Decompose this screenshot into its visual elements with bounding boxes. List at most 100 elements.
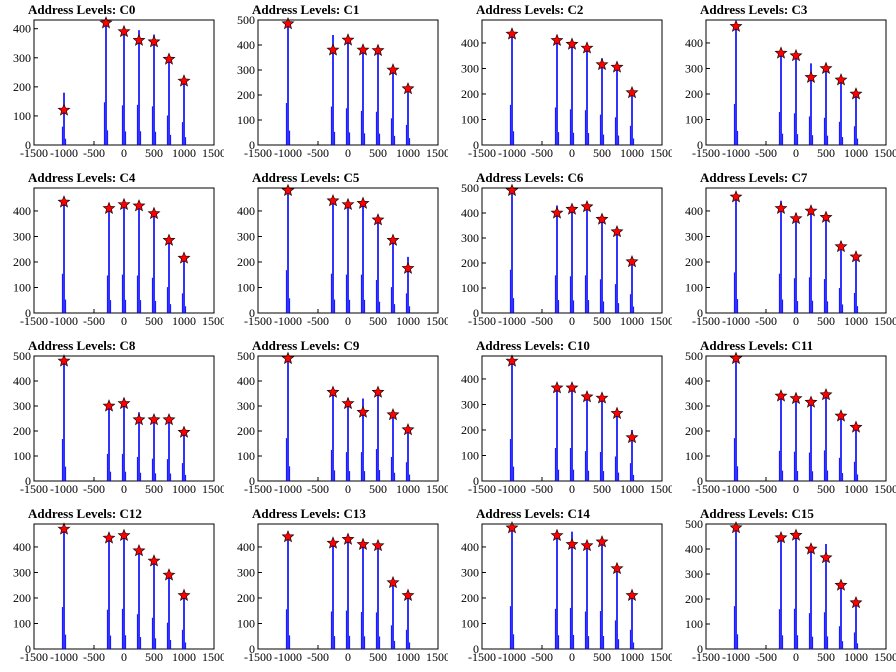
histogram-svg: Address Levels: C2 0 100 200 300 400 -1500 -100…	[461, 2, 672, 160]
star-icon	[326, 385, 340, 398]
star-icon	[505, 520, 519, 534]
y-tick-label: 500	[461, 181, 479, 195]
histogram-svg: Address Levels: C11 0 100 200 300 400 500 -1500…	[685, 338, 896, 496]
y-tick-label: 300	[685, 567, 703, 581]
x-tick-label: 0	[569, 146, 575, 160]
x-tick-label: 1000	[172, 650, 196, 664]
star-icon	[565, 37, 579, 50]
x-tick-label: -500	[83, 482, 105, 496]
y-tick-label: 400	[237, 38, 255, 52]
star-icon	[774, 530, 788, 544]
x-tick-label: 0	[345, 314, 351, 328]
y-tick-label: 400	[13, 22, 31, 36]
x-tick-label: -500	[531, 650, 553, 664]
y-tick-label: 200	[685, 87, 703, 101]
histogram-panel: Address Levels: C4 0 100 200 300 400 -1500 -100…	[0, 168, 224, 336]
y-tick-label: 200	[13, 80, 31, 94]
star-icon	[102, 531, 116, 544]
star-icon	[341, 197, 355, 211]
histogram-svg: Address Levels: C4 0 100 200 300 400 -1500 -100…	[13, 170, 224, 328]
star-icon	[281, 529, 295, 543]
histogram-panel: Address Levels: C11 0 100 200 300 400 500 -1500…	[672, 336, 896, 504]
star-icon	[595, 391, 609, 404]
star-icon	[401, 81, 415, 95]
star-icon	[819, 387, 833, 401]
star-icon	[132, 33, 146, 46]
x-tick-label: 0	[345, 146, 351, 160]
star-icon	[729, 520, 743, 534]
x-tick-label: 500	[145, 482, 163, 496]
histogram-svg: Address Levels: C14 0 100 200 300 400 -1500 -10…	[461, 506, 672, 664]
star-icon	[505, 354, 519, 367]
x-tick-label: 1000	[396, 650, 420, 664]
y-tick-label: 100	[461, 281, 479, 295]
x-tick-label: 1000	[620, 482, 644, 496]
star-icon	[625, 85, 639, 99]
y-tick-label: 100	[13, 280, 31, 294]
star-icon	[819, 210, 833, 223]
x-tick-label: 500	[369, 314, 387, 328]
histogram-panel: Address Levels: C12 0 100 200 300 400 -1500 -10…	[0, 504, 224, 672]
chart-title: Address Levels: C2	[476, 2, 583, 17]
x-tick-label: 1000	[620, 650, 644, 664]
x-tick-label: -1000	[498, 482, 526, 496]
star-icon	[386, 575, 400, 589]
y-tick-label: 100	[461, 616, 479, 630]
y-tick-label: 0	[25, 474, 31, 488]
x-tick-label: 0	[121, 314, 127, 328]
x-tick-label: 1500	[426, 314, 448, 328]
star-icon	[132, 412, 146, 426]
x-tick-label: 0	[121, 146, 127, 160]
y-tick-label: 300	[13, 399, 31, 413]
y-tick-label: 400	[461, 540, 479, 554]
y-tick-label: 100	[237, 280, 255, 294]
chart-title: Address Levels: C13	[252, 506, 366, 521]
star-icon	[371, 538, 385, 552]
chart-title: Address Levels: C5	[252, 170, 360, 185]
y-tick-label: 0	[697, 306, 703, 320]
x-tick-label: -500	[531, 146, 553, 160]
x-tick-label: -1000	[722, 314, 750, 328]
y-tick-label: 300	[685, 229, 703, 243]
star-icon	[326, 43, 340, 56]
x-tick-label: -500	[531, 482, 553, 496]
histogram-svg: Address Levels: C3 0 100 200 300 400 -1500 -100…	[685, 2, 896, 160]
y-tick-label: 100	[237, 616, 255, 630]
x-tick-label: 500	[593, 650, 611, 664]
x-tick-label: 1000	[844, 146, 868, 160]
x-tick-label: -1000	[50, 146, 78, 160]
histogram-svg: Address Levels: C15 0 100 200 300 400 500 -1500…	[685, 506, 896, 664]
star-icon	[729, 190, 743, 203]
star-icon	[550, 206, 564, 219]
histogram-svg: Address Levels: C10100200300400500-1500-…	[237, 2, 448, 160]
star-icon	[356, 196, 370, 209]
histogram-panel: Address Levels: C6 0 100 200 300 400 500 -1500-…	[448, 168, 672, 336]
star-icon	[341, 33, 355, 46]
histogram-panel: Address Levels: C2 0 100 200 300 400 -1500 -100…	[448, 0, 672, 168]
y-tick-label: 500	[237, 349, 255, 363]
y-tick-label: 400	[461, 36, 479, 50]
star-icon	[625, 588, 639, 601]
y-tick-label: 400	[461, 372, 479, 386]
histogram-panel: Address Levels: C15 0 100 200 300 400 500 -1500…	[672, 504, 896, 672]
x-tick-label: 1500	[650, 314, 672, 328]
y-tick-label: 200	[461, 256, 479, 270]
star-icon	[550, 33, 564, 46]
histogram-svg: Address Levels: C90100200300400500-1500-…	[237, 338, 448, 496]
y-tick-label: 200	[685, 255, 703, 269]
x-tick-label: 0	[793, 650, 799, 664]
x-tick-label: -1000	[50, 482, 78, 496]
star-icon	[834, 578, 848, 591]
star-icon	[177, 74, 191, 87]
star-icon	[774, 201, 788, 214]
y-tick-label: 300	[237, 399, 255, 413]
y-tick-label: 0	[473, 642, 479, 656]
y-tick-label: 100	[685, 280, 703, 294]
star-icon	[117, 197, 131, 211]
histogram-panel: Address Levels: C8 0 100 200 300 400 500 -1500-…	[0, 336, 224, 504]
x-tick-label: -500	[307, 146, 329, 160]
x-tick-label: 500	[369, 650, 387, 664]
y-tick-label: 200	[237, 424, 255, 438]
x-tick-label: 1500	[650, 482, 672, 496]
x-tick-label: -500	[755, 314, 777, 328]
